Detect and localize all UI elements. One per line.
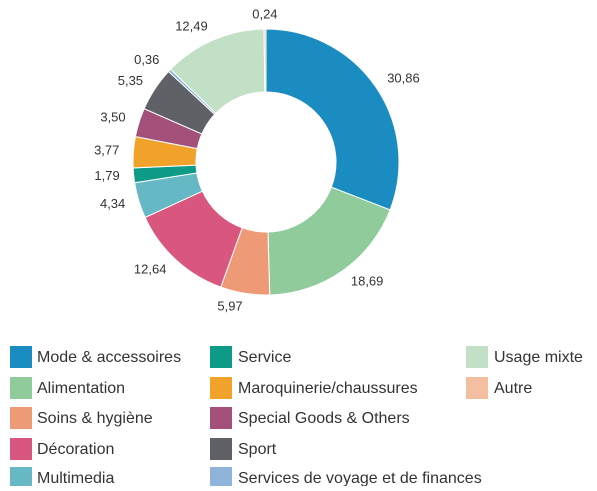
legend-label: Sport (238, 441, 277, 458)
legend-label: Service (238, 349, 291, 366)
value-label: 0,36 (134, 52, 159, 67)
legend-label: Soins & hygiène (37, 410, 153, 427)
legend-label: Usage mixte (494, 349, 583, 366)
legend-swatch (210, 346, 232, 368)
value-label: 30,86 (387, 70, 420, 85)
legend-swatch (10, 407, 32, 429)
value-label: 5,35 (118, 73, 143, 88)
legend-label: Alimentation (37, 380, 125, 397)
value-label: 18,69 (351, 273, 384, 288)
value-label: 0,24 (252, 6, 277, 21)
legend-label: Décoration (37, 441, 114, 458)
value-label: 12,64 (134, 262, 167, 277)
value-label: 3,50 (100, 110, 125, 125)
legend-swatch (10, 377, 32, 399)
legend-label: Mode & accessoires (37, 349, 181, 366)
donut-slice (265, 28, 400, 211)
value-label: 3,77 (94, 143, 119, 158)
legend-swatch (210, 407, 232, 429)
value-label: 12,49 (175, 18, 208, 33)
legend-label: Multimedia (37, 470, 114, 486)
legend-label: Services de voyage et de finances (238, 470, 482, 486)
legend-label: Special Goods & Others (238, 410, 410, 427)
legend-swatch (10, 467, 32, 489)
legend-swatch (10, 438, 32, 460)
legend-swatch (210, 467, 232, 489)
legend-swatch (466, 377, 488, 399)
legend-swatch (210, 438, 232, 460)
legend-swatch (210, 377, 232, 399)
legend-swatch (466, 346, 488, 368)
value-label: 4,34 (100, 196, 125, 211)
legend-swatch (10, 346, 32, 368)
donut-slice (267, 186, 391, 296)
value-label: 1,79 (94, 168, 119, 183)
donut-slice (263, 28, 267, 93)
value-label: 5,97 (217, 299, 242, 314)
legend-label: Maroquinerie/chaussures (238, 380, 418, 397)
legend-label: Autre (494, 380, 532, 397)
